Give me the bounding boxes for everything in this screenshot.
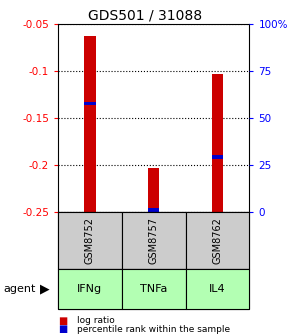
Bar	[58, 269, 122, 309]
Text: IL4: IL4	[209, 284, 226, 294]
Text: log ratio: log ratio	[77, 317, 115, 325]
Text: GSM8762: GSM8762	[213, 217, 222, 264]
Text: ■: ■	[58, 324, 67, 334]
Text: agent: agent	[3, 284, 35, 294]
Text: percentile rank within the sample: percentile rank within the sample	[77, 325, 230, 334]
Bar	[122, 212, 186, 269]
Bar	[186, 269, 249, 309]
Text: ▶: ▶	[40, 283, 50, 295]
Bar	[212, 155, 223, 159]
Bar	[84, 36, 96, 212]
Bar	[58, 212, 122, 269]
Bar	[122, 269, 186, 309]
Bar	[84, 101, 96, 106]
Bar	[212, 74, 223, 212]
Bar	[148, 208, 160, 212]
Text: GSM8757: GSM8757	[149, 217, 159, 264]
Bar	[148, 168, 160, 212]
Bar	[186, 212, 249, 269]
Text: GSM8752: GSM8752	[85, 217, 95, 264]
Text: TNFa: TNFa	[140, 284, 167, 294]
Text: IFNg: IFNg	[77, 284, 102, 294]
Text: ■: ■	[58, 316, 67, 326]
Text: GDS501 / 31088: GDS501 / 31088	[88, 8, 202, 23]
